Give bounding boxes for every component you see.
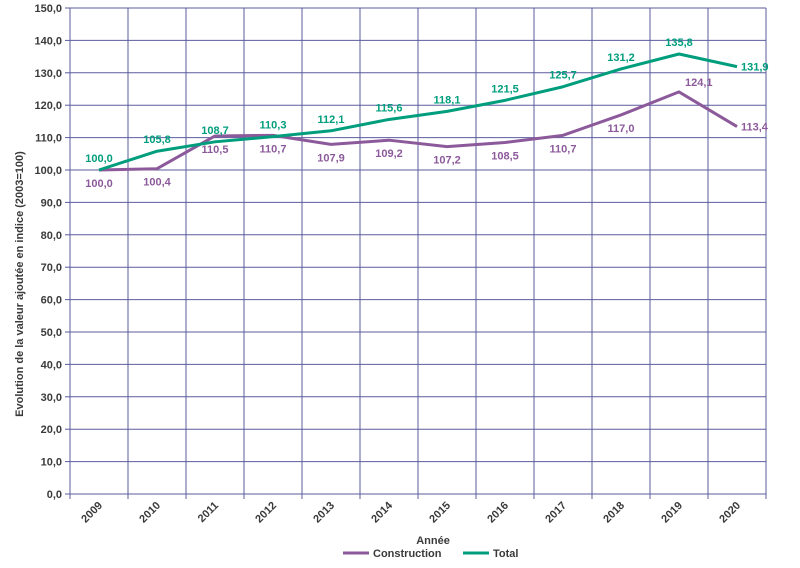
- y-tick-label: 10,0: [41, 457, 62, 469]
- x-tick-label: 2014: [369, 499, 395, 525]
- data-label-total: 108,7: [201, 125, 229, 137]
- x-axis-ticks: 2009 2010 2011 2012 2013 2014 2015 2016 2017 2018…: [79, 499, 743, 525]
- data-label-total: 118,1: [434, 94, 461, 106]
- y-tick-label: 30,0: [41, 392, 62, 404]
- data-label-construction: 107,2: [433, 155, 461, 167]
- legend: Construction Total: [343, 548, 518, 560]
- data-labels: 100,0 105,8 108,7 110,3 112,1 115,6 118,1 121,5…: [85, 37, 769, 190]
- legend-label-total: Total: [493, 548, 518, 560]
- y-tick-label: 150,0: [34, 3, 62, 15]
- y-tick-label: 70,0: [41, 262, 62, 274]
- x-tick-label: 2011: [196, 500, 221, 525]
- legend-label-construction: Construction: [373, 548, 442, 560]
- data-label-construction: 100,0: [85, 178, 113, 190]
- data-label-construction: 110,7: [550, 143, 577, 155]
- y-tick-label: 40,0: [41, 359, 62, 371]
- x-tick-label: 2009: [79, 500, 105, 526]
- data-label-total: 131,2: [607, 52, 635, 64]
- data-label-construction: 113,4: [741, 122, 769, 134]
- data-label-construction: 109,2: [375, 148, 403, 160]
- y-tick-label: 50,0: [41, 327, 62, 339]
- x-tick-label: 2017: [543, 500, 569, 526]
- data-label-total: 105,8: [143, 134, 171, 146]
- y-tick-label: 100,0: [34, 165, 62, 177]
- y-tick-label: 0,0: [47, 489, 62, 501]
- x-tick-label: 2018: [601, 500, 627, 526]
- y-tick-label: 90,0: [41, 197, 62, 209]
- y-tick-label: 60,0: [41, 295, 62, 307]
- x-tick-label: 2013: [311, 500, 337, 526]
- data-label-construction: 117,0: [608, 123, 635, 135]
- y-tick-label: 20,0: [41, 424, 62, 436]
- data-label-total: 131,9: [741, 62, 769, 74]
- y-tick-label: 120,0: [34, 100, 62, 112]
- x-tick-label: 2020: [717, 500, 743, 526]
- data-label-total: 115,6: [376, 102, 403, 114]
- y-tick-label: 110,0: [35, 133, 62, 145]
- data-label-total: 135,8: [665, 37, 693, 49]
- data-label-total: 112,1: [318, 114, 345, 126]
- y-tick-label: 130,0: [34, 68, 62, 80]
- data-label-total: 110,3: [260, 120, 287, 132]
- series-lines: [98, 52, 738, 172]
- x-tick-label: 2016: [485, 500, 511, 526]
- series-line-construction: [98, 90, 738, 172]
- series-line-total: [98, 52, 738, 172]
- data-label-total: 121,5: [491, 83, 519, 95]
- x-tick-label: 2012: [253, 500, 279, 526]
- x-tick-label: 2015: [427, 500, 453, 526]
- data-label-construction: 110,7: [260, 143, 287, 155]
- data-label-total: 125,7: [549, 70, 577, 82]
- y-axis-ticks: 0,0 10,0 20,0 30,0 40,0 50,0 60,0 70,0 80,0 90,0 1…: [34, 3, 62, 501]
- x-tick-label: 2019: [659, 500, 685, 526]
- x-axis-title: Année: [416, 535, 450, 547]
- y-tick-label: 80,0: [41, 230, 62, 242]
- data-label-total: 100,0: [85, 153, 113, 165]
- chart-grid: [65, 7, 767, 499]
- data-label-construction: 108,5: [491, 150, 519, 162]
- data-label-construction: 124,1: [685, 77, 713, 89]
- y-tick-label: 140,0: [34, 35, 62, 47]
- data-label-construction: 100,4: [143, 177, 171, 189]
- x-tick-label: 2010: [137, 500, 163, 526]
- y-axis-title: Evolution de la valeur ajoutée en indice…: [14, 151, 26, 417]
- data-label-construction: 110,5: [202, 144, 229, 156]
- data-label-construction: 107,9: [317, 152, 345, 164]
